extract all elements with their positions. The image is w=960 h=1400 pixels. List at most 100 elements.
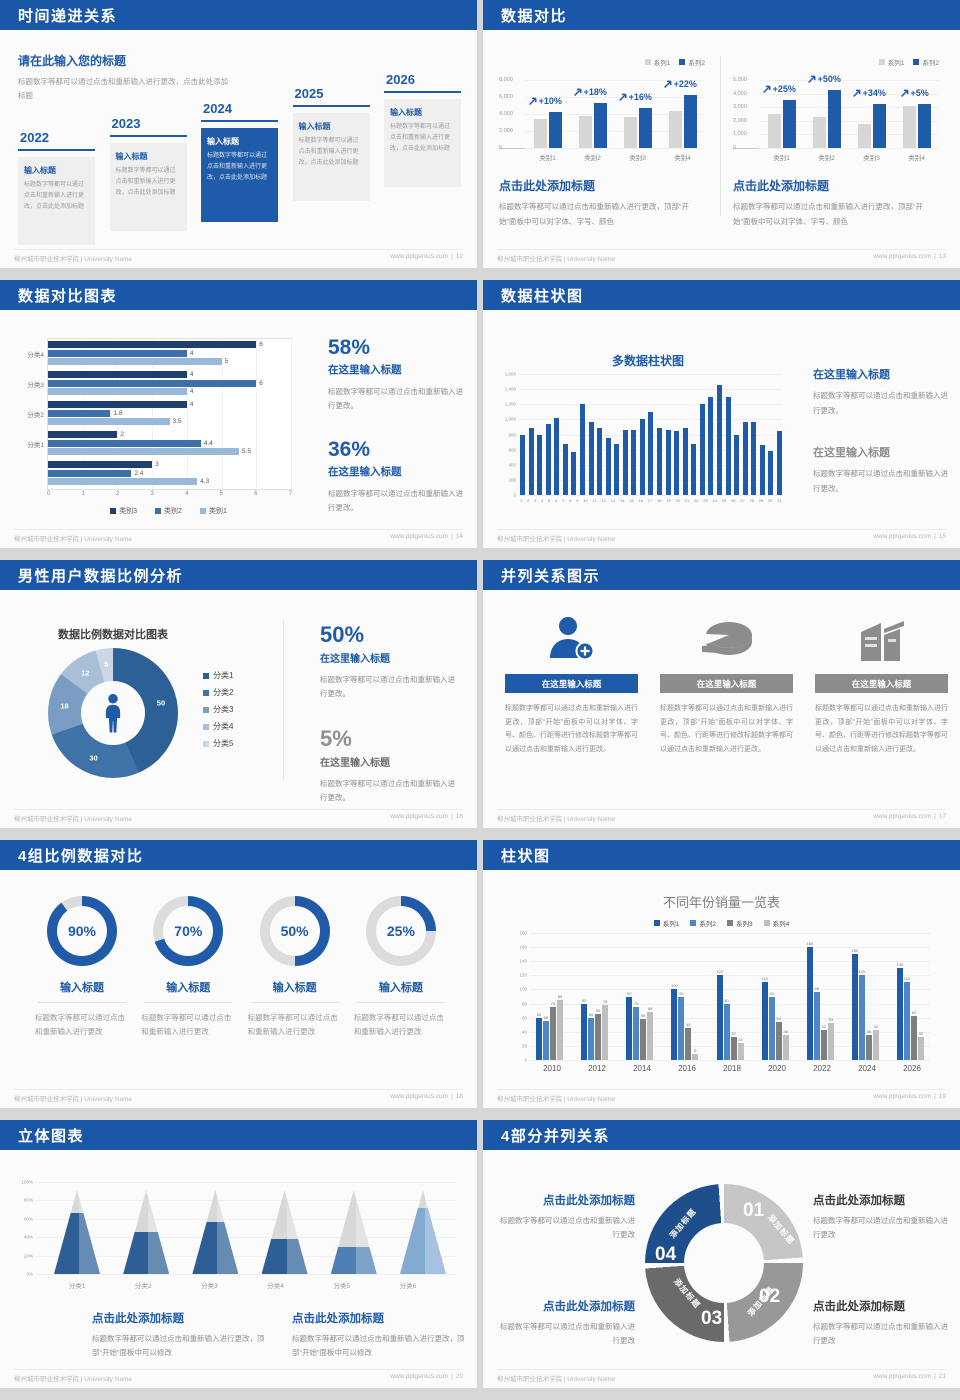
block-heading: 在这里输入标题 bbox=[813, 369, 890, 381]
timeline-divider-line bbox=[18, 149, 95, 151]
slide-column-chart[interactable]: 数据柱状图 多数据柱状图 1,600 1,400 1,200 1,000 800 600 4… bbox=[483, 280, 960, 548]
x-axis-tick: 28 bbox=[749, 498, 754, 503]
bar-series2 bbox=[917, 104, 931, 148]
timeline-card-body: 标题数字等都可以通过点击和重新输入进行更改，点击此处添加标题 bbox=[115, 168, 176, 196]
lead-title: 请在此输入您的标题 bbox=[18, 54, 127, 68]
bar-chart: 8,000 6,000 4,000 2,000 0 +10% +18% +16% +22% bbox=[499, 77, 705, 151]
bar bbox=[48, 418, 170, 425]
bar-group: 3 2.4 4.3 bbox=[48, 459, 291, 489]
stat-block: 36% 在这里输入标题 标题数字等都可以通过点击和重新输入进行更改。 bbox=[328, 438, 466, 516]
bar-row: 2 bbox=[48, 431, 291, 438]
bar-series1 bbox=[902, 105, 916, 148]
timeline-card-body: 标题数字等都可以通过点击和重新输入进行更改，点击此处添加标题 bbox=[207, 153, 268, 181]
bar-group: 分类3 4 6 4 bbox=[27, 369, 291, 399]
legend-swatch bbox=[653, 920, 660, 926]
timeline-divider-line bbox=[201, 120, 278, 122]
bar-row: 2.4 bbox=[48, 469, 291, 477]
stat-percent: 5% bbox=[320, 725, 352, 751]
bar-series1 bbox=[578, 115, 592, 148]
legend-item: 分类1 bbox=[203, 670, 233, 681]
panel-heading: 点击此处添加标题 bbox=[733, 179, 830, 193]
delta-label: +5% bbox=[900, 88, 929, 98]
legend-swatch bbox=[878, 59, 885, 65]
slide-hbar-chart[interactable]: 数据对比图表 分类4 6 4 5 分类3 4 6 4 分类2 4 1.8 3.5 分类1 2 4.4 5.5 3… bbox=[0, 280, 477, 548]
x-axis-label: 分类6 bbox=[399, 1283, 417, 1290]
slice-value-label: 5 bbox=[104, 659, 109, 669]
y-axis-label: 20 bbox=[521, 1043, 527, 1049]
cone-chart: 100% 80% 60% 40% 20% 0% bbox=[21, 1180, 456, 1277]
bar-series2 bbox=[683, 95, 697, 148]
bar-row: 6 bbox=[48, 379, 291, 387]
slide-cone-chart[interactable]: 立体图表 100% 80% 60% 40% 20% 0% 分类1 分类2 分类3 分类4 分类5 分… bbox=[0, 1120, 477, 1388]
slide-footer: 柳州城市职业技术学院 | University Name www.pptgeni… bbox=[497, 249, 946, 263]
slide-title: 4组比例数据对比 bbox=[18, 847, 144, 865]
slide-ratio-rings[interactable]: 4组比例数据对比 90% 输入标题 标题数字等都可以通过点击和重新输入进行更改 70%… bbox=[0, 840, 477, 1108]
bar: 62 bbox=[911, 1010, 917, 1060]
bar: 32 bbox=[918, 1031, 924, 1060]
block-heading: 点击此处添加标题 bbox=[543, 1301, 635, 1313]
stat-blocks: 58% 在这里输入标题 标题数字等都可以通过点击和重新输入进行更改。 36% 在… bbox=[328, 336, 466, 515]
gridline bbox=[36, 1237, 456, 1239]
slide-title: 4部分并列关系 bbox=[501, 1127, 610, 1145]
timeline-divider-line bbox=[292, 105, 370, 107]
legend-label: 类别2 bbox=[164, 508, 182, 515]
compare-chart-panel: 系列1 系列2 5,000 4,000 3,000 2,000 1,000 0 +25% +50%… bbox=[733, 58, 939, 229]
bars-area bbox=[520, 374, 782, 495]
slide-grouped-bars[interactable]: 柱状图 不同年份销量一览表 系列1 系列2 系列3 系列4 180 160 140 120 1… bbox=[483, 840, 960, 1108]
slide-donut-analysis[interactable]: 男性用户数据比例分析 数据比例数据对比图表 50 30 18 12 5 分类1 分类2 分类… bbox=[0, 560, 477, 828]
bar bbox=[545, 423, 551, 495]
value-label: 4 bbox=[189, 388, 194, 395]
x-axis-tick: 15 bbox=[629, 498, 634, 503]
bar: 96 bbox=[813, 986, 820, 1060]
progress-ring: 70% bbox=[153, 896, 224, 966]
footer-separator: | bbox=[934, 253, 936, 260]
block-body: 标题数字等都可以通过点击和重新输入进行更改。 bbox=[813, 391, 948, 415]
y-axis-label: 1,600 bbox=[504, 371, 516, 377]
legend-label: 系列1 bbox=[653, 60, 671, 67]
block-body: 标题数字等都可以通过点击和重新输入进行更改，顶部“开始”面板中可以修改 bbox=[92, 1334, 265, 1358]
legend-swatch bbox=[110, 508, 117, 514]
card-body: 标题数字等都可以通过点击和重新输入进行更改，顶部“开始”面板中可以对字体、字号、… bbox=[505, 705, 638, 753]
y-axis-label: 2,000 bbox=[499, 128, 513, 134]
slide-timeline[interactable]: 时间递进关系 请在此输入您的标题 标题数字等都可以通过点击和重新输入进行更改，点… bbox=[0, 0, 477, 268]
x-axis-tick: 9 bbox=[576, 498, 579, 503]
block-heading: 点击此处添加标题 bbox=[813, 1195, 905, 1207]
y-axis-label: 20% bbox=[23, 1253, 33, 1259]
slice-value-label: 50 bbox=[156, 698, 166, 708]
bar bbox=[708, 396, 714, 495]
bar bbox=[699, 404, 705, 495]
value-label: 80 bbox=[581, 997, 587, 1003]
slide-cycle-diagram[interactable]: 4部分并列关系 01 02 03 04 添加标题 添加标题 添加标题 添加标题 点击此处添加标… bbox=[483, 1120, 960, 1388]
column-heading: 输入标题 bbox=[38, 979, 126, 1003]
footer-page-number: 13 bbox=[938, 253, 946, 260]
footer-site-page: www.pptgenius.com | 20 bbox=[387, 1373, 463, 1383]
bar: 80 bbox=[723, 998, 730, 1060]
footer-site: www.pptgenius.com bbox=[390, 1093, 449, 1100]
footer-site: www.pptgenius.com bbox=[390, 533, 449, 540]
segment-label: 添加标题 bbox=[765, 1212, 797, 1247]
gridline bbox=[530, 1045, 930, 1047]
slide-parallel-relation[interactable]: 并列关系图示 在这里输入标题 标题数字等都可以通过点击和重新输入进行更改，顶部“… bbox=[483, 560, 960, 828]
bar bbox=[520, 434, 525, 495]
column-heading: 输入标题 bbox=[144, 979, 233, 1003]
bar: 160 bbox=[806, 941, 813, 1060]
value-label: 58 bbox=[641, 1013, 646, 1019]
bar bbox=[759, 445, 765, 495]
footer-separator: | bbox=[451, 1093, 453, 1100]
x-axis-tick: 4 bbox=[185, 491, 189, 497]
increase-arrow-icon bbox=[852, 90, 860, 98]
y-axis-label: 400 bbox=[508, 462, 516, 468]
ratio-column: 25% 输入标题 标题数字等都可以通过点击和重新输入进行更改 bbox=[348, 896, 454, 1040]
bar-group: +25% bbox=[762, 84, 796, 148]
bar-chart: 5,000 4,000 3,000 2,000 1,000 0 +25% +50% +34% +5… bbox=[733, 74, 939, 151]
bar bbox=[48, 469, 132, 477]
slide-data-compare[interactable]: 数据对比 系列1 系列2 8,000 6,000 4,000 2,000 0 +10% +18%… bbox=[483, 0, 960, 268]
bar: 150 bbox=[852, 948, 858, 1060]
legend-item: 分类4 bbox=[203, 721, 233, 732]
bar bbox=[631, 429, 637, 495]
gridline bbox=[520, 374, 782, 375]
y-axis-label: 40% bbox=[23, 1234, 33, 1240]
legend-swatch bbox=[199, 508, 206, 514]
gridline bbox=[36, 1200, 456, 1202]
footer-site-page: www.pptgenius.com | 14 bbox=[387, 533, 463, 543]
